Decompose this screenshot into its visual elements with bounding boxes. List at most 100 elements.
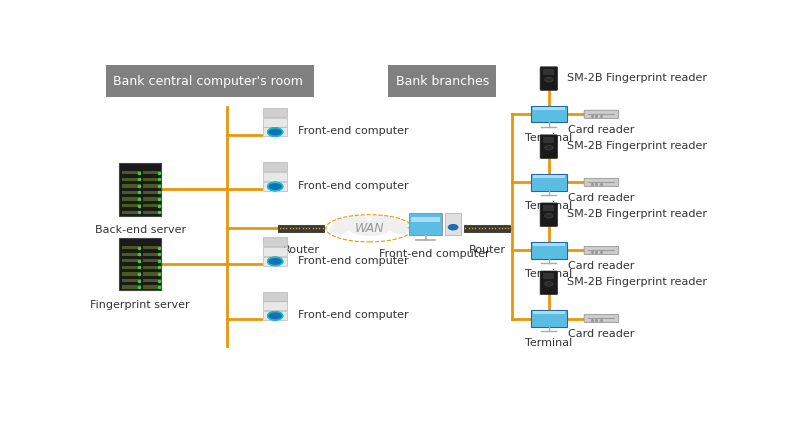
Text: SM-2B Fingerprint reader: SM-2B Fingerprint reader xyxy=(567,277,707,287)
FancyBboxPatch shape xyxy=(119,238,161,290)
FancyBboxPatch shape xyxy=(122,210,141,214)
FancyBboxPatch shape xyxy=(533,311,565,314)
Text: Card reader: Card reader xyxy=(568,125,634,134)
Circle shape xyxy=(268,312,283,320)
FancyBboxPatch shape xyxy=(540,67,558,90)
FancyBboxPatch shape xyxy=(119,163,161,216)
FancyBboxPatch shape xyxy=(533,107,565,110)
FancyBboxPatch shape xyxy=(409,213,443,235)
Circle shape xyxy=(268,257,283,266)
Text: Back-end server: Back-end server xyxy=(94,225,185,235)
FancyBboxPatch shape xyxy=(531,174,566,191)
FancyBboxPatch shape xyxy=(143,252,162,256)
FancyBboxPatch shape xyxy=(264,108,287,117)
Text: SM-2B Fingerprint reader: SM-2B Fingerprint reader xyxy=(567,209,707,219)
FancyBboxPatch shape xyxy=(122,279,141,282)
Circle shape xyxy=(545,213,553,218)
FancyBboxPatch shape xyxy=(143,266,162,269)
Circle shape xyxy=(448,225,458,230)
Text: Terminal: Terminal xyxy=(525,338,572,347)
FancyBboxPatch shape xyxy=(143,279,162,282)
FancyBboxPatch shape xyxy=(540,135,558,158)
FancyBboxPatch shape xyxy=(264,311,287,320)
Text: Router: Router xyxy=(468,245,506,255)
FancyBboxPatch shape xyxy=(143,246,162,249)
FancyBboxPatch shape xyxy=(122,171,141,174)
FancyBboxPatch shape xyxy=(584,178,618,187)
FancyBboxPatch shape xyxy=(122,198,141,201)
FancyBboxPatch shape xyxy=(543,137,555,143)
FancyBboxPatch shape xyxy=(463,225,510,232)
FancyBboxPatch shape xyxy=(584,246,618,255)
Text: Card reader: Card reader xyxy=(568,193,634,202)
FancyBboxPatch shape xyxy=(411,217,440,222)
Ellipse shape xyxy=(348,221,390,236)
Circle shape xyxy=(545,77,553,82)
Ellipse shape xyxy=(391,226,409,234)
Text: SM-2B Fingerprint reader: SM-2B Fingerprint reader xyxy=(567,141,707,151)
FancyBboxPatch shape xyxy=(122,178,141,181)
FancyBboxPatch shape xyxy=(264,256,287,266)
Ellipse shape xyxy=(332,219,357,231)
FancyBboxPatch shape xyxy=(143,191,162,194)
Text: Bank central computer's room: Bank central computer's room xyxy=(113,75,303,88)
Text: Card reader: Card reader xyxy=(568,329,634,339)
FancyBboxPatch shape xyxy=(122,191,141,194)
FancyBboxPatch shape xyxy=(143,178,162,181)
FancyBboxPatch shape xyxy=(531,242,566,259)
Text: WAN: WAN xyxy=(355,222,384,235)
Circle shape xyxy=(268,183,283,191)
FancyBboxPatch shape xyxy=(264,292,287,301)
FancyBboxPatch shape xyxy=(388,65,496,97)
FancyBboxPatch shape xyxy=(264,247,287,256)
FancyBboxPatch shape xyxy=(264,118,287,126)
Text: Front-end computer: Front-end computer xyxy=(298,255,408,266)
FancyBboxPatch shape xyxy=(584,314,618,323)
FancyBboxPatch shape xyxy=(143,204,162,207)
FancyBboxPatch shape xyxy=(143,259,162,263)
Circle shape xyxy=(545,282,553,286)
FancyBboxPatch shape xyxy=(143,184,162,187)
FancyBboxPatch shape xyxy=(540,203,558,226)
FancyBboxPatch shape xyxy=(122,252,141,256)
FancyBboxPatch shape xyxy=(543,69,555,75)
FancyBboxPatch shape xyxy=(143,198,162,201)
Ellipse shape xyxy=(382,219,407,231)
FancyBboxPatch shape xyxy=(143,286,162,289)
FancyBboxPatch shape xyxy=(122,204,141,207)
FancyBboxPatch shape xyxy=(533,175,565,178)
FancyBboxPatch shape xyxy=(143,272,162,276)
FancyBboxPatch shape xyxy=(264,127,287,136)
Text: SM-2B Fingerprint reader: SM-2B Fingerprint reader xyxy=(567,73,707,83)
Circle shape xyxy=(268,128,283,136)
Text: Front-end computer: Front-end computer xyxy=(298,126,408,136)
FancyBboxPatch shape xyxy=(143,210,162,214)
FancyBboxPatch shape xyxy=(122,272,141,276)
FancyBboxPatch shape xyxy=(143,171,162,174)
FancyBboxPatch shape xyxy=(122,286,141,289)
FancyBboxPatch shape xyxy=(584,110,618,118)
FancyBboxPatch shape xyxy=(543,205,555,211)
Text: Terminal: Terminal xyxy=(525,270,572,279)
FancyBboxPatch shape xyxy=(264,162,287,171)
FancyBboxPatch shape xyxy=(543,273,555,279)
Ellipse shape xyxy=(346,215,368,225)
FancyBboxPatch shape xyxy=(278,225,324,232)
Circle shape xyxy=(545,145,553,150)
FancyBboxPatch shape xyxy=(264,301,287,310)
FancyBboxPatch shape xyxy=(531,310,566,327)
FancyBboxPatch shape xyxy=(122,246,141,249)
FancyBboxPatch shape xyxy=(264,182,287,191)
FancyBboxPatch shape xyxy=(264,172,287,181)
FancyBboxPatch shape xyxy=(540,271,558,294)
FancyBboxPatch shape xyxy=(122,184,141,187)
FancyBboxPatch shape xyxy=(106,65,313,97)
Text: Card reader: Card reader xyxy=(568,261,634,271)
Text: Front-end computer: Front-end computer xyxy=(298,181,408,191)
Text: Router: Router xyxy=(283,245,320,255)
Ellipse shape xyxy=(371,215,392,225)
FancyBboxPatch shape xyxy=(122,266,141,269)
Text: Front-end computer: Front-end computer xyxy=(379,249,490,259)
FancyBboxPatch shape xyxy=(531,106,566,122)
Text: Fingerprint server: Fingerprint server xyxy=(90,300,190,310)
